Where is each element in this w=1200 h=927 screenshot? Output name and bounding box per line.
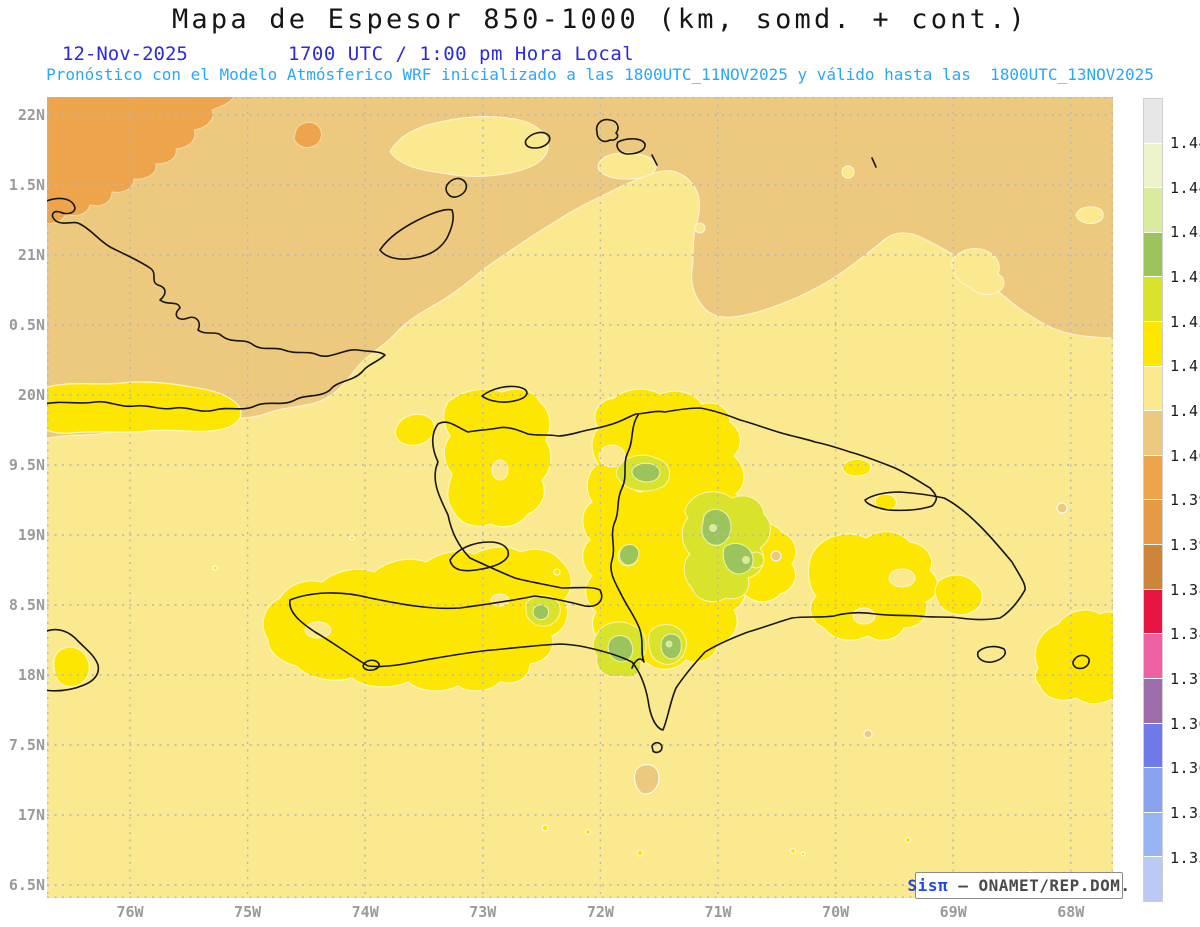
sispi-onamet-badge: Sisπ – ONAMET/REP.DOM. <box>908 872 1130 899</box>
colorbar-segment <box>1144 410 1162 455</box>
lat-label: 6.5N <box>8 876 45 894</box>
colorbar-label: 1.428 <box>1170 268 1200 286</box>
colorbar-segment <box>1144 365 1162 411</box>
colorbar <box>1143 98 1163 902</box>
little-inagua-coastline <box>445 177 468 198</box>
colorbar-segment <box>1144 231 1162 277</box>
lon-label: 75W <box>234 903 262 921</box>
orange-region <box>47 97 322 225</box>
haiti-dr-border <box>610 414 645 669</box>
lat-label: 0.5N <box>8 316 45 334</box>
lon-label: 74W <box>351 903 379 921</box>
mayaguana-coastline <box>524 131 551 149</box>
lon-label: 71W <box>704 903 732 921</box>
colorbar-segment <box>1144 142 1162 188</box>
hispaniola-coastline <box>289 407 1026 731</box>
colorbar-label: 1.356 <box>1170 804 1200 822</box>
sispi-logo: Sisπ <box>907 876 949 895</box>
turks-islands-coastline <box>595 118 619 143</box>
lon-label: 68W <box>1057 903 1085 921</box>
lon-label: 76W <box>116 903 144 921</box>
page-title: Mapa de Espesor 850-1000 (km, somd. + co… <box>171 4 1029 35</box>
colorbar-label: 1.398 <box>1170 491 1200 509</box>
saona-island-coastline <box>976 645 1007 663</box>
ile-a-vache-coastline <box>362 659 380 671</box>
lon-label: 70W <box>822 903 850 921</box>
colorbar-segment <box>1144 499 1162 545</box>
contour-dots <box>212 535 1033 877</box>
beata-island-coastline <box>651 741 663 754</box>
lat-label: 1.5N <box>8 176 45 194</box>
lat-label: 18N <box>17 666 45 684</box>
lon-label: 73W <box>469 903 497 921</box>
lat-label: 17N <box>17 806 45 824</box>
colorbar-label: 1.386 <box>1170 581 1200 599</box>
colorbar-segment <box>1144 633 1162 678</box>
colorbar-segment <box>1144 588 1162 634</box>
colorbar-label: 1.41 <box>1170 402 1200 420</box>
gonave-island-coastline <box>449 541 510 572</box>
mona-island-coastline <box>1072 654 1090 670</box>
colorbar-label: 1.434 <box>1170 223 1200 241</box>
colorbar-segment <box>1144 722 1162 768</box>
colorbar-label: 1.404 <box>1170 447 1200 465</box>
colorbar-label: 1.44 <box>1170 179 1200 197</box>
colorbar-segment <box>1144 767 1162 812</box>
lat-label: 21N <box>17 246 45 264</box>
colorbar-label: 1.446 <box>1170 134 1200 152</box>
colorbar-segment <box>1144 454 1162 500</box>
valid-time: 1700 UTC / 1:00 pm Hora Local <box>288 43 635 65</box>
lat-label: 19N <box>17 526 45 544</box>
colorbar-segment <box>1144 187 1162 232</box>
colorbar-label: 1.422 <box>1170 313 1200 331</box>
colorbar-label: 1.368 <box>1170 715 1200 733</box>
colorbar-segment <box>1144 276 1162 322</box>
lat-label: 20N <box>17 386 45 404</box>
colorbar-label: 1.416 <box>1170 357 1200 375</box>
colorbar-segment <box>1144 856 1162 901</box>
colorbar-segment <box>1144 677 1162 723</box>
colorbar-label: 1.374 <box>1170 670 1200 688</box>
light-green-spots <box>665 524 750 648</box>
forecast-note: Pronóstico con el Modelo Atmósferico WRF… <box>46 65 1154 84</box>
caicos-islands-coastline <box>616 138 646 155</box>
colorbar-segment <box>1144 811 1162 857</box>
lon-label: 72W <box>586 903 614 921</box>
grid-lines <box>47 97 1113 898</box>
lat-label: 8.5N <box>8 596 45 614</box>
tan-spots <box>634 502 1068 795</box>
cuba-coastline <box>47 197 386 412</box>
colorbar-label: 1.35 <box>1170 849 1200 867</box>
colorbar-label: 1.362 <box>1170 759 1200 777</box>
colorbar-label: 1.392 <box>1170 536 1200 554</box>
onamet-attribution: – ONAMET/REP.DOM. <box>948 876 1131 895</box>
colorbar-segment <box>1144 544 1162 589</box>
lat-label: 9.5N <box>8 456 45 474</box>
valid-date: 12-Nov-2025 <box>62 43 188 65</box>
tortuga-coastline <box>481 385 528 403</box>
lon-label: 69W <box>939 903 967 921</box>
colorbar-segment <box>1144 99 1162 143</box>
lat-label: 7.5N <box>8 736 45 754</box>
coastlines <box>47 118 1090 754</box>
great-inagua-coastline <box>379 208 454 260</box>
jamaica-coastline <box>47 628 100 692</box>
colorbar-segment <box>1144 321 1162 366</box>
lat-label: 22N <box>17 106 45 124</box>
colorbar-label: 1.38 <box>1170 625 1200 643</box>
